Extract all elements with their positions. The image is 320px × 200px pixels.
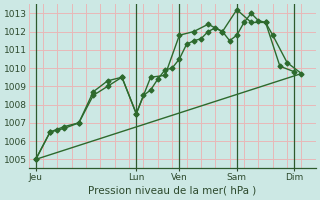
X-axis label: Pression niveau de la mer( hPa ): Pression niveau de la mer( hPa ) [88, 186, 256, 196]
